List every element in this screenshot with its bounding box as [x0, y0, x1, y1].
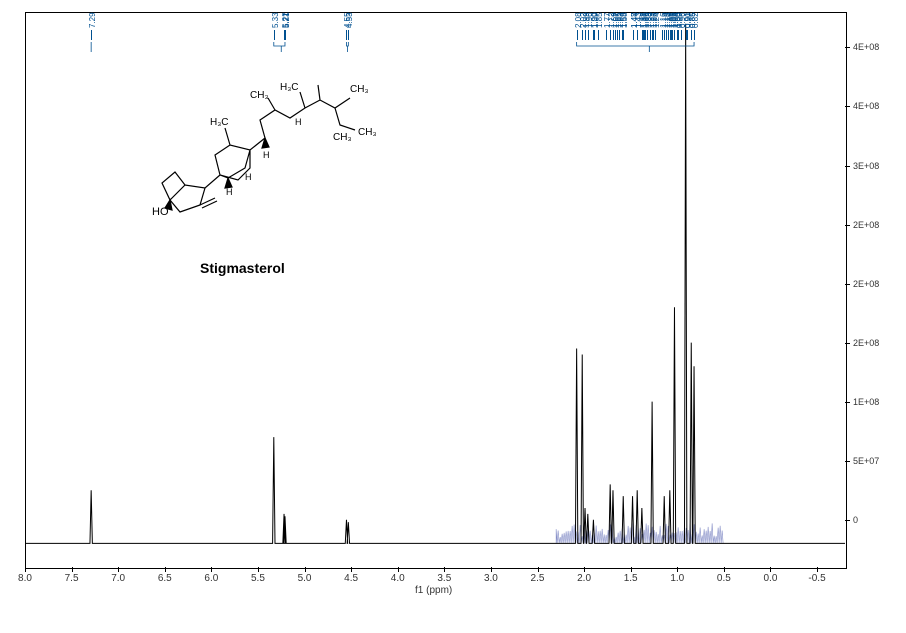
x-tick-label: 0.0 [764, 573, 778, 584]
spectrum-plot [25, 12, 845, 567]
svg-text:CH₃: CH₃ [333, 132, 352, 143]
y-tick-label: 5E+07 [853, 456, 879, 466]
y-tick-label: 4E+08 [853, 101, 879, 111]
y-tick-label: 3E+08 [853, 161, 879, 171]
x-tick-label: 1.5 [624, 573, 638, 584]
x-tick-label: 8.0 [18, 573, 32, 584]
x-tick-label: 7.5 [65, 573, 79, 584]
x-tick-label: 3.0 [484, 573, 498, 584]
x-tick-label: 4.0 [391, 573, 405, 584]
svg-text:H: H [226, 187, 233, 197]
svg-text:H: H [263, 150, 270, 160]
x-tick-label: 7.0 [111, 573, 125, 584]
svg-text:CH₃: CH₃ [350, 84, 369, 95]
x-tick-label: 2.0 [577, 573, 591, 584]
svg-text:H: H [295, 117, 302, 127]
molecular-structure: HO H₃C CH₃ H₃C CH₃ CH₃ CH₃ H H H H [150, 80, 390, 250]
x-tick-label: 0.5 [717, 573, 731, 584]
svg-text:CH₃: CH₃ [250, 90, 269, 101]
y-tick-label: 2E+08 [853, 279, 879, 289]
x-tick-label: -0.5 [808, 573, 825, 584]
x-tick-label: 3.5 [437, 573, 451, 584]
y-tick-label: 2E+08 [853, 220, 879, 230]
x-tick-label: 6.0 [204, 573, 218, 584]
y-tick-label: 2E+08 [853, 338, 879, 348]
x-tick-label: 4.5 [344, 573, 358, 584]
y-tick-label: 0 [853, 515, 858, 525]
x-tick-label: 6.5 [158, 573, 172, 584]
x-tick-label: 5.5 [251, 573, 265, 584]
svg-text:H: H [245, 172, 252, 182]
svg-text:CH₃: CH₃ [358, 127, 377, 138]
x-tick-label: 2.5 [531, 573, 545, 584]
svg-text:HO: HO [152, 206, 169, 218]
svg-text:H₃C: H₃C [280, 82, 299, 93]
nmr-spectrum-container: f1 (ppm) Stigmasterol HO H₃C CH₃ H₃C CH₃… [0, 0, 906, 633]
x-tick-label: 5.0 [298, 573, 312, 584]
x-axis-title: f1 (ppm) [415, 585, 452, 596]
svg-text:H₃C: H₃C [210, 117, 229, 128]
compound-name: Stigmasterol [200, 260, 285, 276]
x-tick-label: 1.0 [670, 573, 684, 584]
y-tick-label: 1E+08 [853, 397, 879, 407]
